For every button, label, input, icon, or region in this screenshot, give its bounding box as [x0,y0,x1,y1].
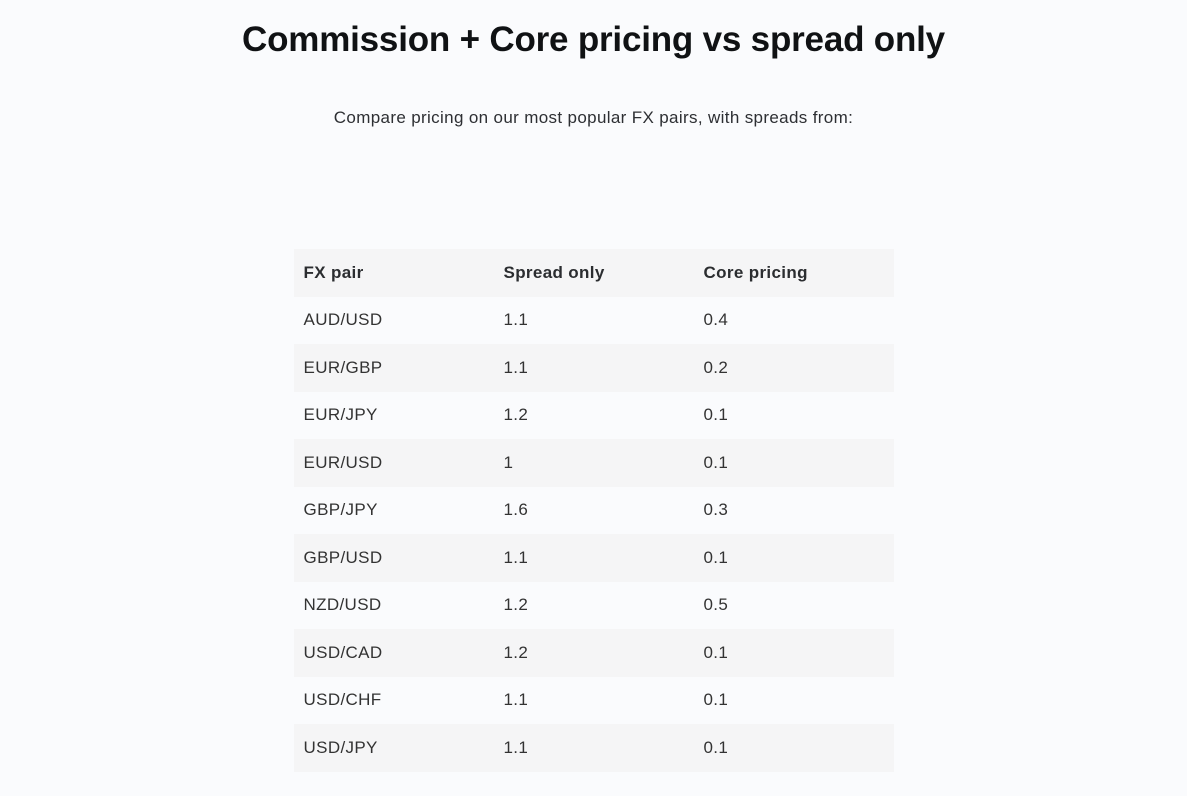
core-pricing-cell: 0.3 [703,500,729,520]
spread-only-cell: 1.1 [503,690,529,710]
column-header-fx-pair: FX pair [303,262,364,282]
table-row: EUR/GBP 1.1 0.2 [293,344,894,392]
spread-only-cell: 1.2 [503,405,529,425]
core-pricing-cell: 0.2 [703,357,729,377]
fx-pair-cell: NZD/USD [303,595,382,615]
table-row: EUR/JPY 1.2 0.1 [294,392,894,440]
table-row: USD/JPY 1.1 0.1 [293,724,894,772]
column-header-core-pricing: Core pricing [703,262,808,282]
spread-only-cell: 1.1 [503,357,529,377]
fx-pair-cell: EUR/USD [303,452,383,472]
core-pricing-cell: 0.4 [703,310,729,330]
core-pricing-cell: 0.5 [703,595,729,615]
table-row: GBP/JPY 1.6 0.3 [294,487,894,535]
core-pricing-cell: 0.1 [703,405,729,425]
table-header-row: FX pair Spread only Core pricing [293,249,894,297]
fx-pair-cell: GBP/USD [303,547,383,567]
fx-pair-cell: EUR/JPY [303,405,378,425]
table-row: NZD/USD 1.2 0.5 [294,582,894,630]
core-pricing-cell: 0.1 [703,642,729,662]
fx-pair-cell: USD/CHF [303,690,382,710]
spread-only-cell: 1 [503,452,514,472]
fx-pricing-table: FX pair Spread only Core pricing AUD/USD… [293,249,894,772]
fx-pair-cell: AUD/USD [303,310,383,330]
table-row: USD/CAD 1.2 0.1 [293,629,894,677]
table-row: USD/CHF 1.1 0.1 [294,677,894,725]
fx-pair-cell: EUR/GBP [303,357,383,377]
core-pricing-cell: 0.1 [703,737,729,757]
spread-only-cell: 1.6 [503,500,529,520]
spread-only-cell: 1.1 [503,547,529,567]
core-pricing-cell: 0.1 [703,452,729,472]
core-pricing-cell: 0.1 [703,690,729,710]
table-row: GBP/USD 1.1 0.1 [293,534,894,582]
spread-only-cell: 1.2 [503,642,529,662]
page-subtitle: Compare pricing on our most popular FX p… [333,108,854,127]
fx-pair-cell: USD/CAD [303,642,383,662]
table-row: AUD/USD 1.1 0.4 [294,297,894,345]
page: Commission + Core pricing vs spread only… [242,20,946,772]
core-pricing-cell: 0.1 [703,547,729,567]
fx-pair-cell: GBP/JPY [303,500,378,520]
spread-only-cell: 1.2 [503,595,529,615]
page-title: Commission + Core pricing vs spread only [242,20,945,59]
fx-pair-cell: USD/JPY [303,737,378,757]
table-row: EUR/USD 1 0.1 [293,439,894,487]
spread-only-cell: 1.1 [503,737,529,757]
spread-only-cell: 1.1 [503,310,529,330]
column-header-spread-only: Spread only [503,262,605,282]
